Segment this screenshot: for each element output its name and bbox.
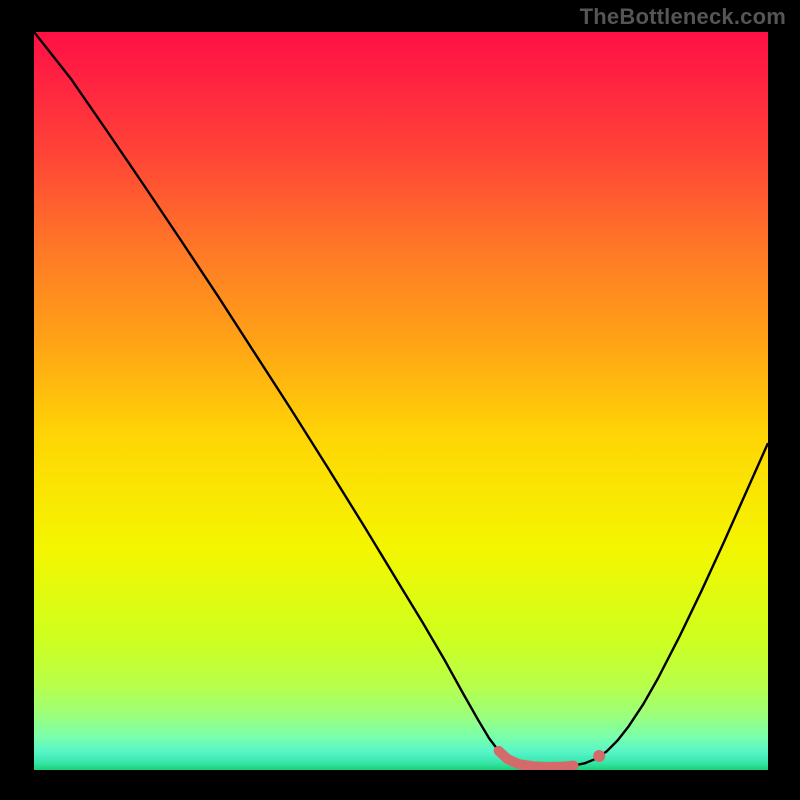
plot-area <box>34 32 768 770</box>
plot-svg <box>34 32 768 770</box>
watermark-text: TheBottleneck.com <box>580 4 786 30</box>
gradient-background <box>34 32 768 770</box>
marker-dot <box>593 750 605 762</box>
chart-canvas: TheBottleneck.com <box>0 0 800 800</box>
